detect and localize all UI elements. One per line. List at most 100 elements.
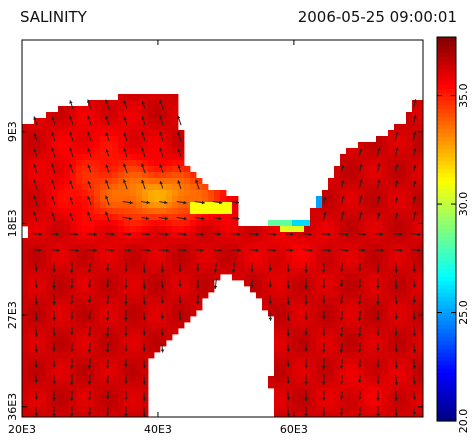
current-arrow — [268, 279, 273, 288]
current-arrow — [68, 248, 79, 253]
salinity-cell — [160, 202, 167, 209]
salinity-cell — [178, 226, 185, 233]
salinity-cell — [28, 346, 35, 353]
current-arrow — [304, 310, 308, 321]
salinity-cell — [58, 334, 65, 341]
salinity-cell — [148, 316, 155, 323]
salinity-cell — [292, 304, 299, 311]
salinity-cell — [166, 118, 173, 125]
salinity-cell — [166, 172, 173, 179]
salinity-cell — [88, 400, 95, 407]
current-arrow — [142, 278, 147, 290]
salinity-cell — [376, 298, 383, 305]
colorbar-segment — [437, 353, 456, 358]
salinity-cell — [352, 328, 359, 335]
salinity-cell — [310, 400, 317, 407]
salinity-cell — [358, 208, 365, 215]
salinity-cell — [406, 334, 413, 341]
current-arrow — [87, 99, 92, 110]
salinity-cell — [94, 220, 101, 227]
salinity-cell — [70, 202, 77, 209]
salinity-cell — [76, 172, 83, 179]
salinity-cell — [70, 316, 77, 323]
salinity-cell — [148, 352, 155, 359]
salinity-cell — [238, 262, 245, 269]
salinity-cell — [82, 130, 89, 137]
salinity-cell — [130, 388, 137, 395]
salinity-cell — [94, 340, 101, 347]
salinity-cell — [364, 310, 371, 317]
salinity-cell — [100, 274, 107, 281]
salinity-cell — [64, 124, 71, 131]
salinity-cell — [382, 292, 389, 299]
salinity-cell — [298, 382, 305, 389]
salinity-cell — [388, 178, 395, 185]
salinity-cell — [418, 160, 424, 167]
salinity-cell — [388, 274, 395, 281]
salinity-cell — [370, 244, 377, 251]
salinity-cell — [106, 340, 113, 347]
current-arrow — [285, 248, 294, 253]
salinity-cell — [166, 298, 173, 305]
salinity-cell — [58, 148, 65, 155]
current-arrow — [50, 163, 56, 174]
current-arrow — [142, 262, 147, 273]
salinity-cell — [76, 280, 83, 287]
salinity-cell — [76, 130, 83, 137]
salinity-cell — [136, 352, 143, 359]
salinity-cell — [142, 250, 149, 257]
current-arrow — [376, 163, 381, 174]
salinity-cell — [154, 124, 161, 131]
salinity-cell — [346, 238, 353, 245]
salinity-cell — [112, 148, 119, 155]
current-arrow — [70, 406, 74, 417]
salinity-cell — [304, 292, 311, 299]
salinity-cell — [34, 142, 41, 149]
salinity-cell — [346, 280, 353, 287]
salinity-cell — [370, 232, 377, 239]
salinity-cell — [106, 112, 113, 119]
salinity-cell — [70, 160, 77, 167]
colorbar-segment — [437, 253, 456, 258]
salinity-cell — [28, 382, 35, 389]
salinity-cell — [364, 238, 371, 245]
salinity-cell — [328, 244, 335, 251]
salinity-cell — [262, 298, 269, 305]
salinity-cell — [130, 166, 137, 173]
salinity-cell — [52, 202, 59, 209]
salinity-cell — [244, 280, 251, 287]
colorbar-segment — [437, 101, 456, 106]
salinity-cell — [136, 406, 143, 413]
current-arrow — [376, 343, 380, 352]
salinity-cell — [160, 160, 167, 167]
salinity-cell — [334, 196, 341, 203]
salinity-cell — [178, 244, 185, 251]
salinity-cell — [40, 124, 47, 131]
salinity-cell — [94, 256, 101, 263]
colorbar-segment — [437, 213, 456, 218]
salinity-cell — [46, 364, 53, 371]
salinity-cell — [370, 142, 377, 149]
salinity-cell — [202, 208, 209, 215]
salinity-cell — [328, 406, 335, 413]
salinity-cell — [376, 238, 383, 245]
current-arrow — [339, 326, 344, 337]
salinity-cell — [100, 160, 107, 167]
current-arrow — [304, 358, 308, 369]
salinity-cell — [334, 244, 341, 251]
salinity-cell — [340, 310, 347, 317]
current-vectors — [32, 99, 422, 418]
salinity-cell — [202, 280, 209, 287]
salinity-cell — [304, 364, 311, 371]
salinity-cell — [322, 232, 329, 239]
salinity-cell — [94, 280, 101, 287]
salinity-cell — [100, 106, 107, 113]
current-arrow — [376, 262, 380, 273]
salinity-cell — [136, 382, 143, 389]
salinity-cell — [262, 256, 269, 263]
salinity-cell — [358, 376, 365, 383]
salinity-cell — [382, 268, 389, 275]
salinity-cell — [358, 220, 365, 227]
salinity-cell — [52, 400, 59, 407]
salinity-cell — [130, 262, 137, 269]
